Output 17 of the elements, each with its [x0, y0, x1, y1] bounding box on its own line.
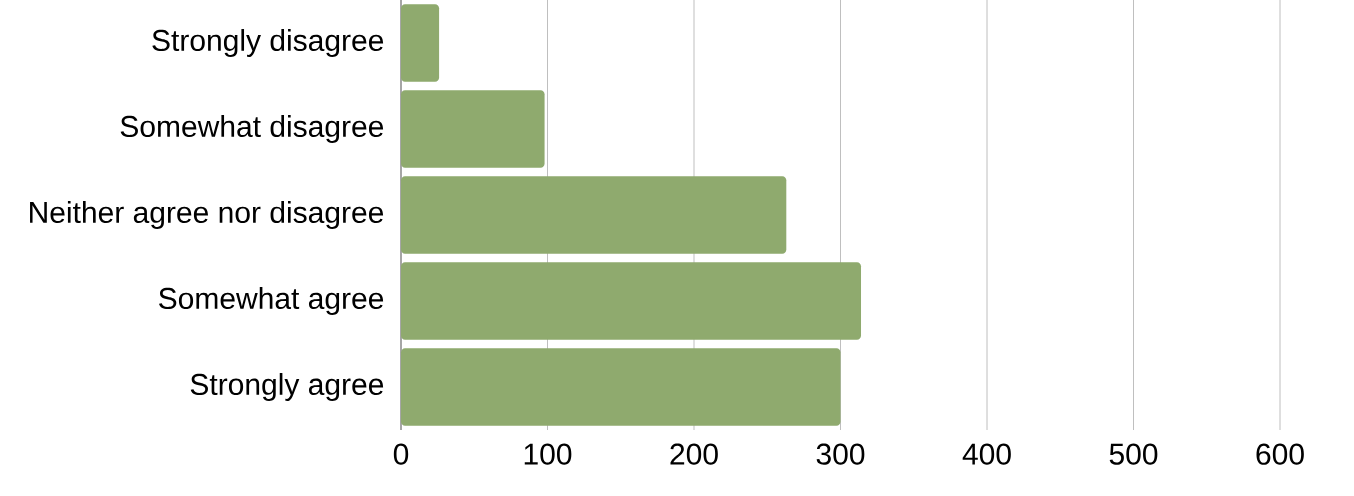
- x-tick-label: 0: [393, 443, 409, 465]
- x-tick-label: 600: [1256, 443, 1304, 465]
- bar: [401, 348, 841, 426]
- bar: [401, 90, 545, 168]
- y-tick-label: Strongly disagree: [152, 29, 384, 57]
- bar: [401, 176, 787, 254]
- x-tick-label: 400: [962, 443, 1011, 465]
- bar: [401, 4, 440, 82]
- y-tick-label: Neither agree nor disagree: [30, 201, 384, 229]
- x-tick-label: 100: [524, 443, 572, 465]
- y-tick-label: Somewhat disagree: [120, 115, 384, 143]
- x-tick-label: 300: [816, 443, 865, 465]
- bar: [401, 262, 862, 340]
- x-tick-label: 500: [1109, 443, 1158, 465]
- x-tick-label: 200: [670, 443, 718, 465]
- y-tick-label: Somewhat agree: [159, 287, 384, 315]
- y-tick-label: Strongly agree: [190, 373, 384, 401]
